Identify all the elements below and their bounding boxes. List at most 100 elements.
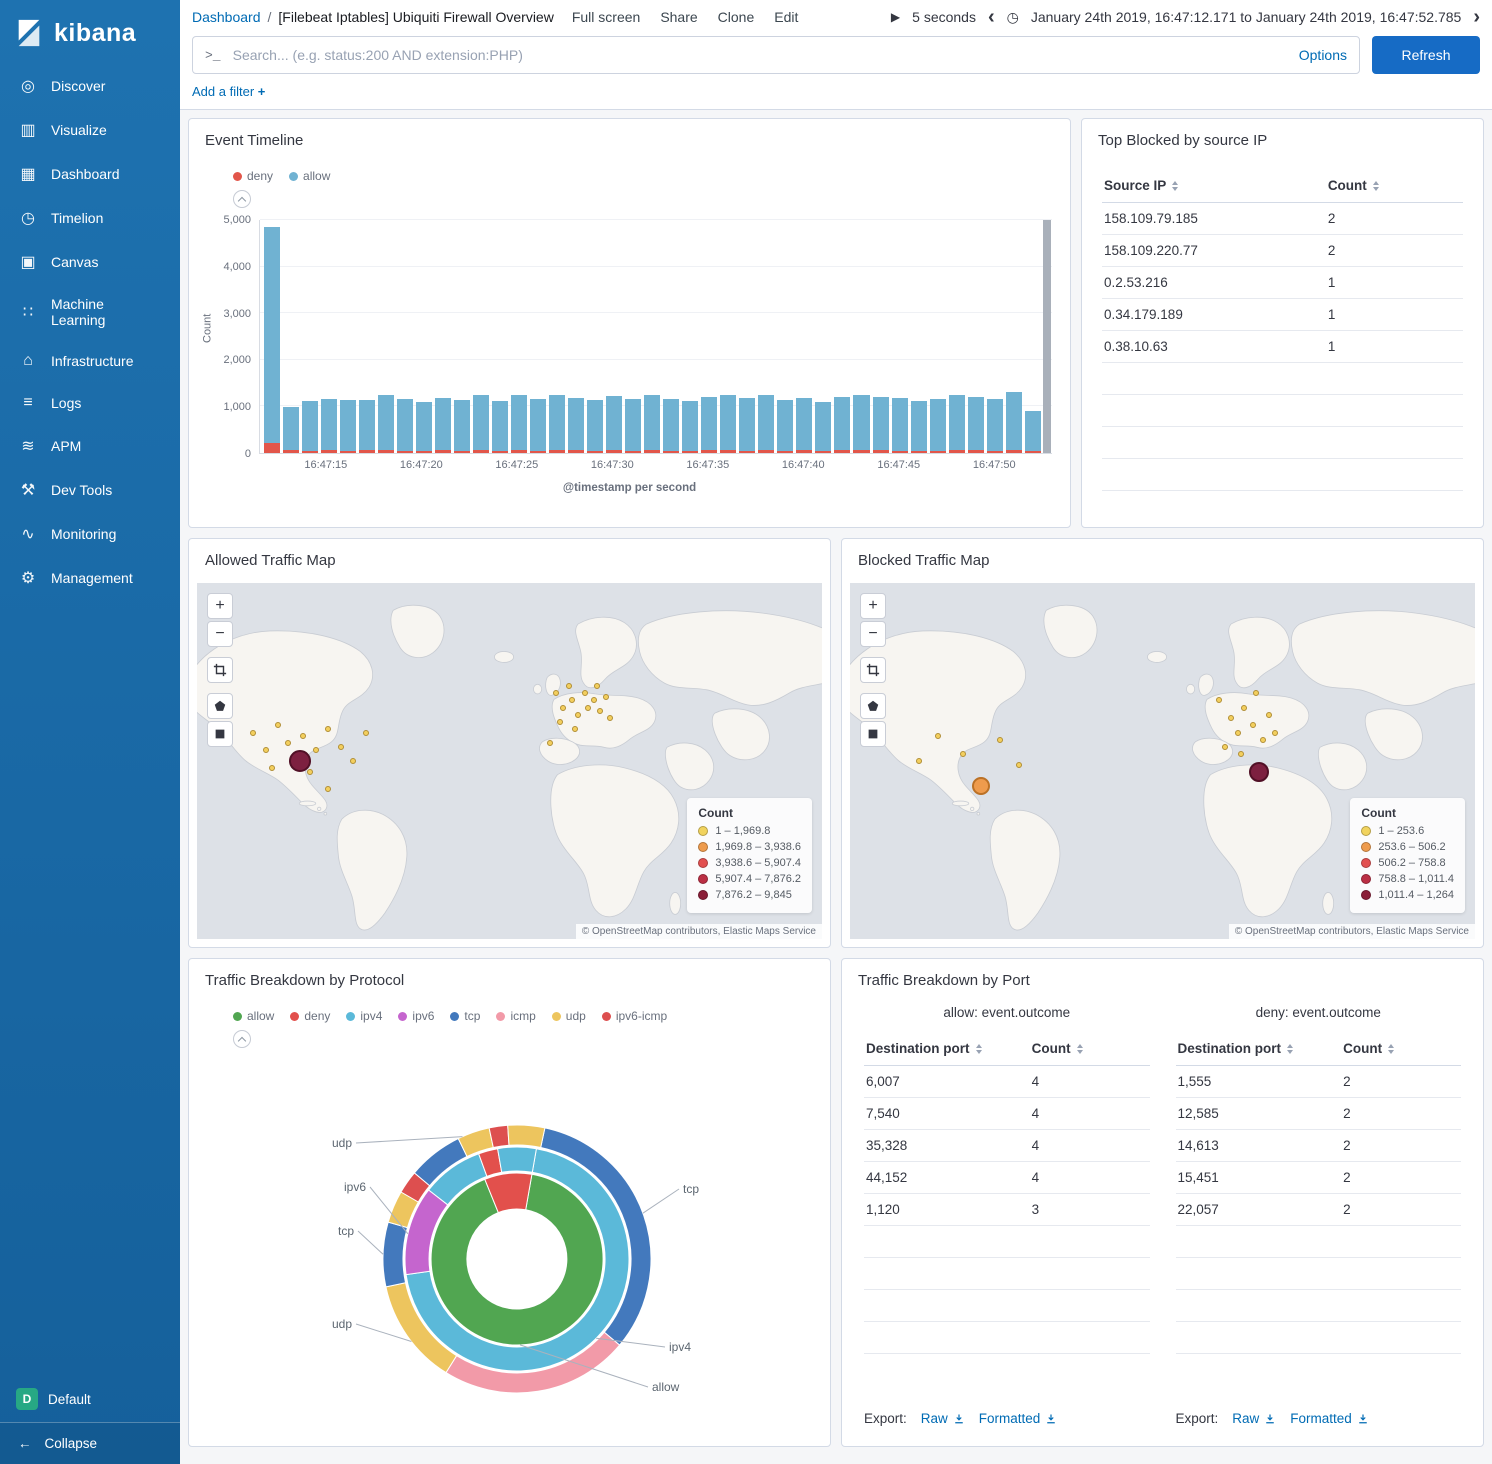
export-raw-link[interactable]: Raw [921,1411,965,1426]
legend-toggle-button[interactable] [233,190,251,208]
sort-icon[interactable] [1388,1044,1395,1055]
legend-item-deny[interactable]: deny [233,169,273,183]
legend-toggle-button[interactable] [233,1030,251,1048]
timeline-bar[interactable] [320,220,337,453]
timeline-bar[interactable] [358,220,375,453]
time-back-icon[interactable]: ‹ [987,6,995,28]
legend-item-deny[interactable]: deny [290,1009,330,1023]
map-marker[interactable] [1249,761,1270,782]
map-marker[interactable] [597,708,604,715]
map-marker[interactable] [1259,736,1266,743]
sidebar-item-logs[interactable]: ≡ Logs [0,382,180,424]
legend-item-ipv6-icmp[interactable]: ipv6-icmp [601,1009,667,1023]
timeline-bar[interactable] [967,220,984,453]
timeline-bar[interactable] [396,220,413,453]
timeline-bar[interactable] [663,220,680,453]
draw-rectangle-button[interactable] [207,721,233,747]
sort-icon[interactable] [975,1044,982,1055]
timeline-bar[interactable] [529,220,546,453]
refresh-interval[interactable]: 5 seconds [912,9,976,25]
timeline-bar[interactable] [263,220,280,453]
menu-edit[interactable]: Edit [774,9,799,25]
zoom-in-button[interactable]: + [860,593,886,619]
timeline-bar[interactable] [434,220,451,453]
column-header-count[interactable]: Count [1325,169,1463,203]
timeline-bar[interactable] [415,220,432,453]
sort-icon[interactable] [1372,181,1379,192]
search-input[interactable] [230,46,1291,64]
export-raw-link[interactable]: Raw [1232,1411,1276,1426]
map-marker[interactable] [1265,711,1272,718]
timeline-bar[interactable] [1005,220,1022,453]
sidebar-item-machine-learning[interactable]: ∷ Machine Learning [0,284,180,340]
map-marker[interactable] [553,690,560,697]
menu-full-screen[interactable]: Full screen [571,9,641,25]
timeline-bar[interactable] [548,220,565,453]
timeline-bar[interactable] [739,220,756,453]
sidebar-item-discover[interactable]: ◎ Discover [0,64,180,108]
map-marker[interactable] [1240,704,1247,711]
sidebar-item-management[interactable]: ⚙ Management [0,556,180,600]
menu-share[interactable]: Share [660,9,698,25]
map-marker[interactable] [1250,722,1257,729]
map-marker[interactable] [325,725,332,732]
map-marker[interactable] [312,747,319,754]
timeline-bar[interactable] [1024,220,1041,453]
breadcrumb-dashboard-link[interactable]: Dashboard [192,9,261,25]
map-marker[interactable] [284,740,291,747]
timeline-bar[interactable] [815,220,832,453]
play-refresh-icon[interactable]: ▶ [890,10,901,24]
sidebar-item-canvas[interactable]: ▣ Canvas [0,240,180,284]
map-marker[interactable] [559,704,566,711]
sunburst-segment-ipv6-icmp[interactable] [488,1124,510,1149]
map-marker[interactable] [306,768,313,775]
map-marker[interactable] [1015,761,1022,768]
map-marker[interactable] [262,747,269,754]
map-marker[interactable] [594,683,600,690]
timeline-bar[interactable] [872,220,889,453]
map-marker[interactable] [1222,743,1228,750]
map-marker[interactable] [572,725,579,732]
sunburst-segment-tcp[interactable] [382,1221,409,1288]
sort-icon[interactable] [1172,181,1179,192]
timeline-bar[interactable] [568,220,585,453]
timeline-bar[interactable] [682,220,699,453]
map-marker[interactable] [362,729,369,736]
space-switcher[interactable]: D Default [0,1376,180,1422]
timeline-bar[interactable] [301,220,318,453]
timeline-bar[interactable] [339,220,356,453]
timeline-bar[interactable] [948,220,965,453]
map-marker[interactable] [1272,729,1278,736]
sunburst-segment-ipv4[interactable] [405,1148,630,1372]
sidebar-item-dev-tools[interactable]: ⚒ Dev Tools [0,468,180,512]
legend-item-allow[interactable]: allow [233,1009,274,1023]
timeline-bar[interactable] [796,220,813,453]
draw-polygon-button[interactable] [860,693,886,719]
export-formatted-link[interactable]: Formatted [1290,1411,1369,1426]
map-marker[interactable] [584,704,591,711]
map-marker[interactable] [337,743,344,750]
map-marker[interactable] [1234,729,1241,736]
zoom-out-button[interactable]: − [207,621,233,647]
time-forward-icon[interactable]: › [1473,6,1480,28]
column-header-count[interactable]: Count [1341,1032,1461,1066]
legend-item-icmp[interactable]: icmp [496,1009,536,1023]
kibana-logo[interactable]: kibana [0,0,180,64]
map-marker[interactable] [997,736,1003,743]
sidebar-item-dashboard[interactable]: ▦ Dashboard [0,152,180,196]
map-marker[interactable] [275,722,282,729]
map-marker[interactable] [300,733,307,740]
map-marker[interactable] [972,776,991,795]
map-marker[interactable] [325,786,332,793]
column-header-source-ip[interactable]: Source IP [1102,169,1326,203]
options-link[interactable]: Options [1298,47,1347,63]
timeline-bar[interactable] [625,220,642,453]
crop-button[interactable] [860,657,886,683]
map-marker[interactable] [289,750,312,772]
world-map[interactable]: + − Count 1 – 1,969.8 1,969.8 – 3,938.6 3,938… [197,583,822,939]
sunburst-segment-udp[interactable] [507,1124,546,1149]
timeline-bar[interactable] [720,220,737,453]
zoom-out-button[interactable]: − [860,621,886,647]
world-map[interactable]: + − Count 1 – 253.6 253.6 – 506.2 506.2 – 758… [850,583,1475,939]
sidebar-item-visualize[interactable]: ▥ Visualize [0,108,180,152]
